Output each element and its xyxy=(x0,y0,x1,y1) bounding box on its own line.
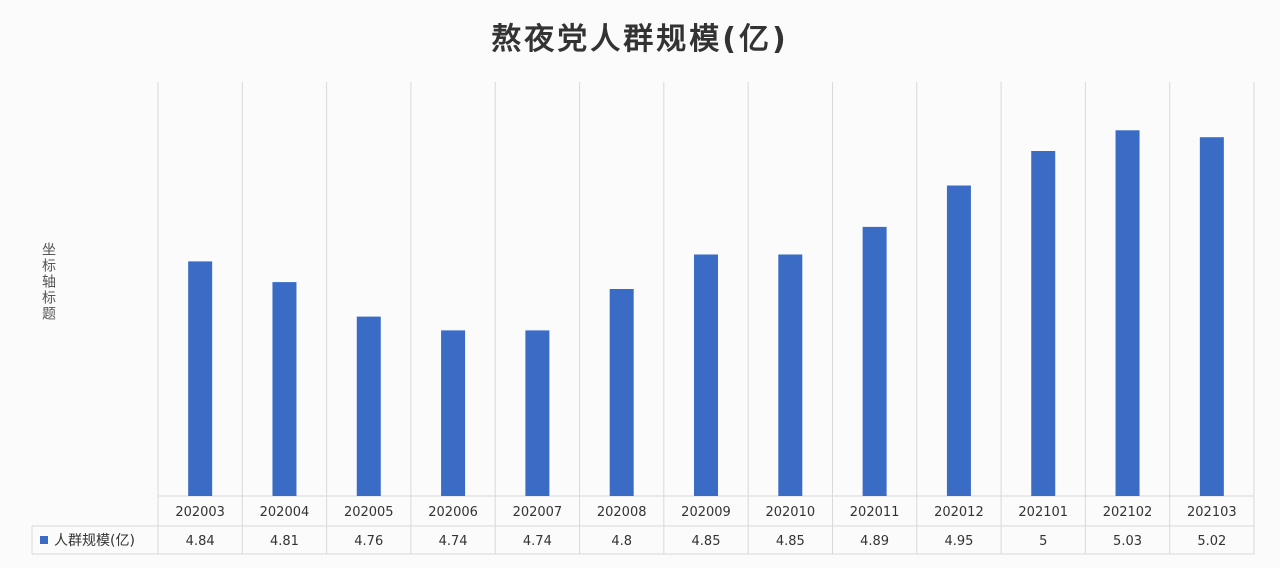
data-label: 4.76 xyxy=(354,534,383,549)
legend-swatch xyxy=(40,536,48,544)
data-label: 4.8 xyxy=(611,534,632,549)
data-label: 4.85 xyxy=(692,534,721,549)
y-axis-title: 坐标轴标题 xyxy=(40,242,56,322)
bar xyxy=(356,316,381,496)
data-label: 4.74 xyxy=(523,534,552,549)
chart-title: 熬夜党人群规模(亿) xyxy=(491,22,789,57)
legend-label: 人群规模(亿) xyxy=(54,533,135,549)
x-tick-label: 202003 xyxy=(175,505,225,520)
bar xyxy=(778,254,803,496)
bar xyxy=(609,289,634,496)
data-label: 4.85 xyxy=(776,534,805,549)
data-label: 5.03 xyxy=(1113,534,1142,549)
bar xyxy=(188,261,213,496)
bar xyxy=(1115,130,1140,497)
data-label: 5 xyxy=(1039,534,1047,549)
data-label: 4.74 xyxy=(439,534,468,549)
x-tick-label: 202012 xyxy=(934,505,984,520)
x-tick-label: 202008 xyxy=(597,505,647,520)
x-tick-label: 202005 xyxy=(344,505,394,520)
x-tick-label: 202101 xyxy=(1018,505,1068,520)
x-tick-label: 202011 xyxy=(850,505,900,520)
bar xyxy=(694,254,718,496)
data-label: 5.02 xyxy=(1197,534,1226,549)
bar xyxy=(441,330,466,496)
x-tick-label: 202102 xyxy=(1103,505,1153,520)
x-tick-label: 202010 xyxy=(765,505,815,520)
bar xyxy=(1199,137,1224,496)
data-label: 4.89 xyxy=(860,534,889,549)
x-tick-label: 202006 xyxy=(428,505,478,520)
bar xyxy=(272,282,297,496)
x-tick-label: 202103 xyxy=(1187,505,1237,520)
x-tick-label: 202009 xyxy=(681,505,731,520)
bar xyxy=(1031,151,1056,496)
x-tick-label: 202007 xyxy=(513,505,563,520)
bar xyxy=(946,185,971,496)
bar xyxy=(525,330,550,496)
data-label: 4.84 xyxy=(186,534,215,549)
data-label: 4.81 xyxy=(270,534,299,549)
bar xyxy=(862,226,887,496)
x-tick-label: 202004 xyxy=(260,505,310,520)
data-label: 4.95 xyxy=(944,534,973,549)
